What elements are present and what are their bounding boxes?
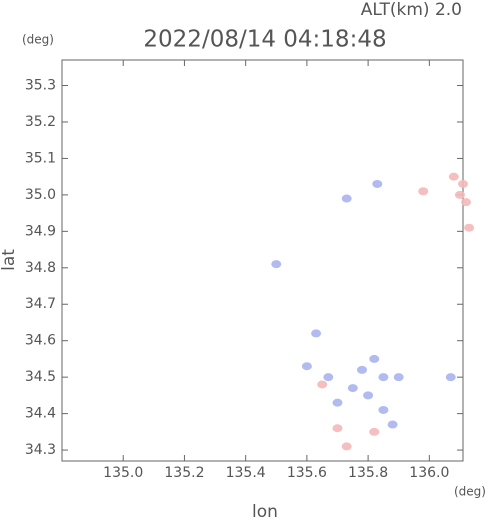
x-tick-label: 135.4 [226,465,266,481]
echo-cell [461,198,472,207]
echo-cell [418,187,429,196]
x-tick-label: 135.8 [348,465,388,481]
echo-cell [356,365,367,374]
y-tick-label: 34.4 [25,406,56,422]
x-tick-label: 135.0 [103,465,143,481]
echo-cell [323,373,334,382]
echo-cell [448,172,459,181]
echo-cell [363,391,374,400]
echo-cell [464,223,475,232]
echo-cell [445,373,456,382]
echo-cell [393,373,404,382]
echo-cell [369,427,380,436]
y-tick-label: 34.6 [25,333,56,349]
plot-frame [61,59,464,462]
echo-cell [454,190,465,199]
echo-cell [341,442,352,451]
x-tick-label: 135.6 [287,465,327,481]
y-tick-label: 34.5 [25,369,56,385]
x-tick-label: 135.2 [164,465,204,481]
y-tick-label: 35.3 [25,78,56,94]
y-tick-label: 34.8 [25,260,56,276]
echo-cell [378,405,389,414]
echo-cell [332,424,343,433]
chart-title: 2022/08/14 04:18:48 [143,27,386,53]
y-unit: (deg) [22,33,54,47]
echo-cell [311,329,322,338]
echo-cell [271,260,282,269]
x-unit: (deg) [454,485,486,499]
echo-cell [372,179,383,188]
y-tick-label: 34.3 [25,442,56,458]
echo-cell [301,362,312,371]
echo-cell [387,420,398,429]
y-axis-label: lat [0,249,19,271]
x-axis-label: lon [252,502,278,521]
echo-cell [347,384,358,393]
echo-cell [369,354,380,363]
y-tick-label: 34.7 [25,296,56,312]
altitude-label: ALT(km) 2.0 [361,0,462,20]
y-tick-label: 34.9 [25,223,56,239]
echo-cell [458,179,468,188]
y-tick-label: 35.2 [25,114,56,130]
echo-cell [378,373,389,382]
echo-cell [341,194,352,203]
echo-cell [317,380,328,389]
x-tick-label: 136.0 [409,465,449,481]
y-tick-label: 35.1 [25,150,56,166]
y-tick-label: 35.0 [25,187,56,203]
echo-cell [332,398,343,407]
